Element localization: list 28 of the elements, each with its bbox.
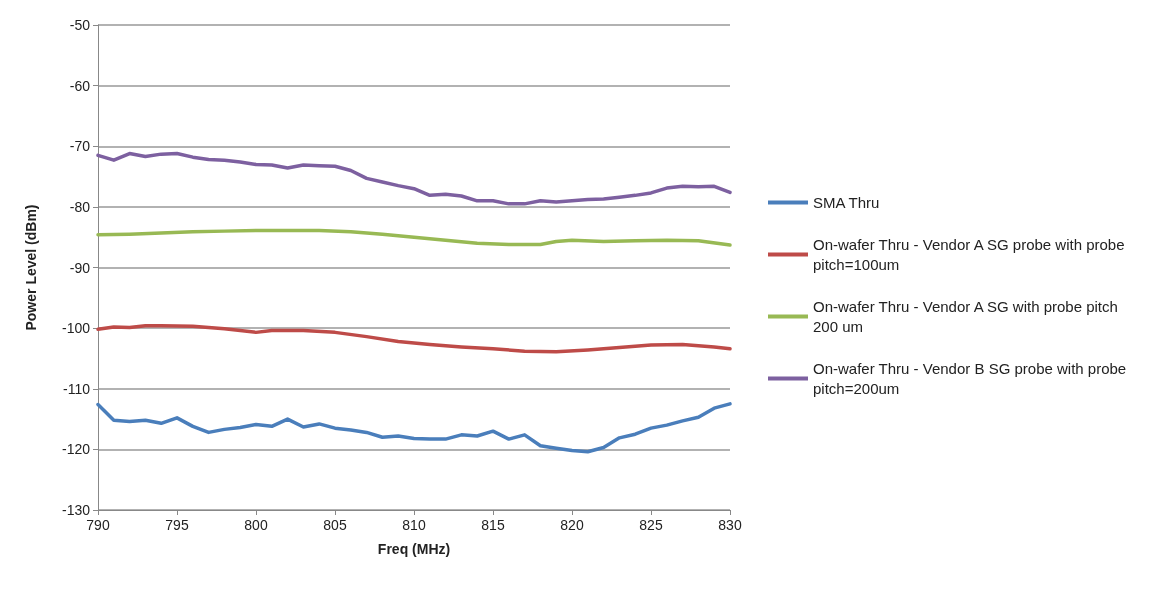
y-tick-label: -60 — [69, 77, 91, 94]
x-tick-label: 825 — [639, 517, 663, 533]
y-axis-title: Power Level (dBm) — [23, 204, 39, 331]
line-series — [96, 151, 732, 206]
line-series — [96, 228, 732, 247]
y-tick-label: -130 — [61, 502, 91, 518]
line-series — [96, 402, 732, 454]
legend-label: On-wafer Thru - Vendor A SG with probe pitch 200 um — [813, 298, 1123, 335]
legend-label: SMA Thru — [813, 194, 880, 211]
x-tick-label: 805 — [323, 517, 347, 533]
x-tick-label: 790 — [86, 517, 110, 533]
y-tick-label: -90 — [69, 259, 91, 276]
line-series — [96, 323, 732, 354]
legend-label: On-wafer Thru - Vendor A SG probe with probe pitch=100um — [813, 236, 1129, 273]
x-tick-label: 830 — [718, 517, 742, 533]
x-tick-label: 795 — [165, 517, 189, 533]
x-tick-label: 800 — [244, 517, 268, 533]
y-tick-label: -110 — [63, 380, 91, 397]
y-tick-label: -120 — [61, 441, 91, 458]
y-tick-label: -70 — [69, 138, 91, 155]
y-tick-label: -100 — [61, 320, 91, 337]
x-tick-label: 815 — [481, 517, 505, 533]
y-tick-label: -50 — [69, 17, 91, 33]
x-axis-title: Freq (MHz) — [377, 541, 451, 557]
x-tick-label: 810 — [402, 517, 426, 533]
x-tick-label: 820 — [560, 517, 584, 533]
y-tick-label: -80 — [69, 198, 91, 215]
legend-label: On-wafer Thru - Vendor B SG probe with probe pitch=200um — [813, 360, 1131, 397]
